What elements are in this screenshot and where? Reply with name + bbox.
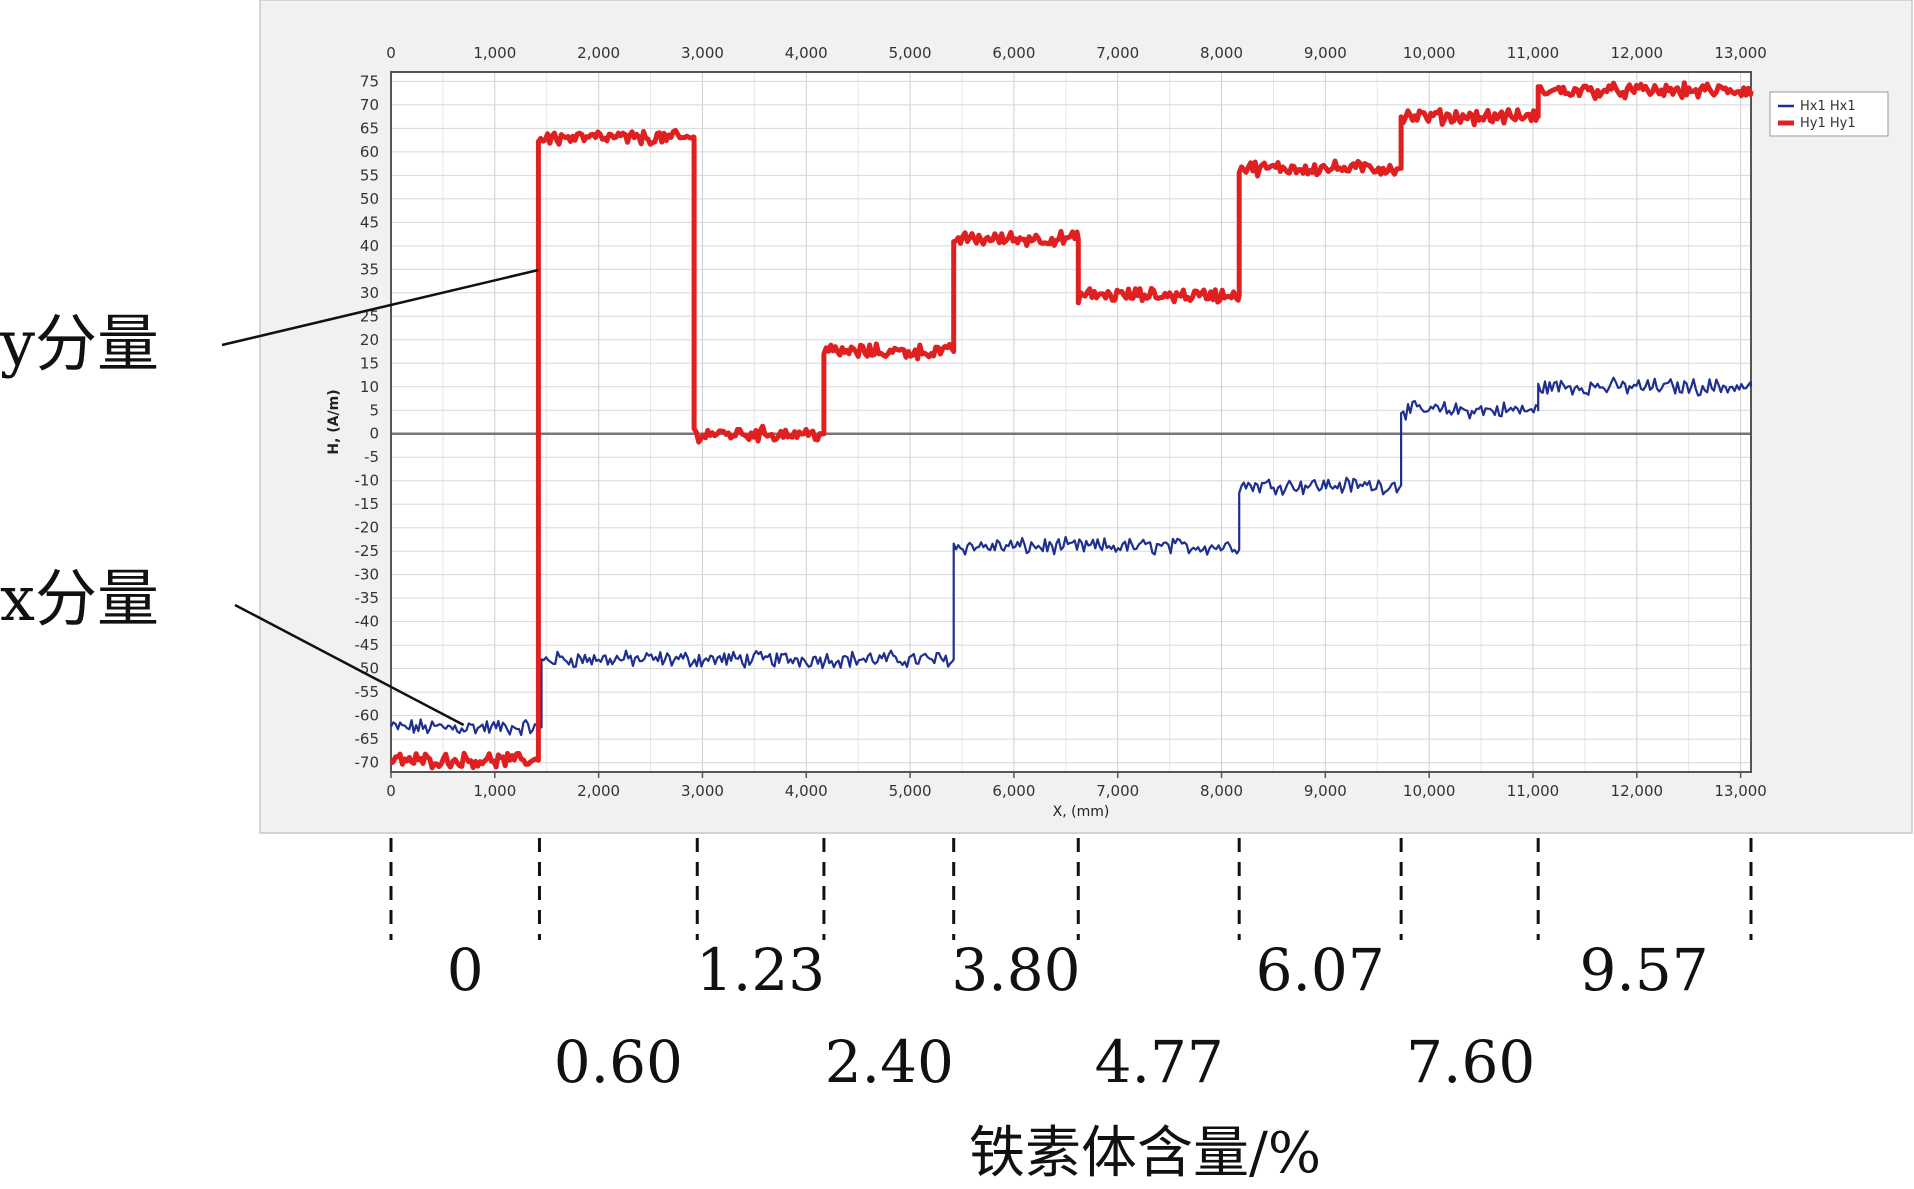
x-tick-label: 13,000 — [1714, 782, 1767, 800]
x-tick-label-top: 8,000 — [1200, 44, 1243, 62]
y-component-label: y分量 — [0, 307, 159, 380]
x-tick-label: 11,000 — [1507, 782, 1560, 800]
y-component-leader — [221, 268, 539, 347]
x-tick-label-top: 12,000 — [1611, 44, 1664, 62]
y-tick-label: -60 — [355, 707, 380, 725]
y-tick-label: -25 — [355, 542, 380, 560]
y-tick-label: -30 — [355, 566, 380, 584]
y-tick-label: -10 — [355, 472, 380, 490]
x-tick-label-top: 6,000 — [992, 44, 1035, 62]
y-tick-label: 65 — [360, 119, 379, 137]
ferrite-level-label: 3.80 — [951, 936, 1080, 1004]
x-tick-label-top: 13,000 — [1714, 44, 1767, 62]
y-tick-label: 10 — [360, 378, 379, 396]
ferrite-level-label: 9.57 — [1579, 936, 1708, 1004]
y-tick-label: -45 — [355, 636, 380, 654]
legend-label-hy1: Hy1 Hy1 — [1800, 116, 1856, 131]
y-tick-label: -5 — [364, 448, 379, 466]
legend-box — [1769, 91, 1889, 137]
y-tick-label: 35 — [360, 260, 379, 278]
ferrite-level-label: 7.60 — [1406, 1028, 1535, 1096]
x-tick-label: 0 — [386, 782, 396, 800]
x-tick-label-top: 9,000 — [1304, 44, 1347, 62]
x-tick-label: 3,000 — [681, 782, 724, 800]
x-tick-label-top: 4,000 — [785, 44, 828, 62]
legend-label-hx1: Hx1 Hx1 — [1800, 99, 1856, 114]
y-axis-title: H, (A/m) — [326, 389, 342, 454]
y-tick-label: -15 — [355, 495, 380, 513]
plot-border — [390, 71, 1752, 773]
y-tick-label: 20 — [360, 331, 379, 349]
x-tick-label: 9,000 — [1304, 782, 1347, 800]
x-tick-label: 12,000 — [1611, 782, 1664, 800]
y-tick-label: 50 — [360, 190, 379, 208]
x-tick-label-top: 7,000 — [1096, 44, 1139, 62]
ferrite-level-label: 0.60 — [554, 1028, 683, 1096]
x-tick-label-top: 11,000 — [1507, 44, 1560, 62]
y-tick-label: 75 — [360, 72, 379, 90]
ferrite-level-label: 6.07 — [1256, 936, 1385, 1004]
y-tick-label: -65 — [355, 730, 380, 748]
x-tick-label-top: 0 — [386, 44, 396, 62]
x-component-leader — [234, 603, 465, 727]
y-tick-label: 5 — [369, 401, 379, 419]
y-tick-label: 45 — [360, 213, 379, 231]
x-tick-label-top: 10,000 — [1403, 44, 1456, 62]
ferrite-level-label: 2.40 — [825, 1028, 954, 1096]
y-tick-label: 40 — [360, 237, 379, 255]
y-tick-label: 30 — [360, 284, 379, 302]
x-tick-label: 7,000 — [1096, 782, 1139, 800]
y-tick-label: -35 — [355, 589, 380, 607]
x-component-label: x分量 — [0, 562, 159, 635]
y-tick-label: 70 — [360, 96, 379, 114]
y-tick-label: -40 — [355, 613, 380, 631]
x-tick-label-top: 5,000 — [889, 44, 932, 62]
y-tick-label: 60 — [360, 143, 379, 161]
y-tick-label: -55 — [355, 683, 380, 701]
series-line-hy1 — [389, 80, 1754, 771]
x-tick-label-top: 2,000 — [577, 44, 620, 62]
x-tick-label: 1,000 — [473, 782, 516, 800]
x-tick-label: 10,000 — [1403, 782, 1456, 800]
series-line-hx1 — [390, 376, 1753, 737]
x-tick-label: 2,000 — [577, 782, 620, 800]
y-tick-label: -70 — [355, 754, 380, 772]
x-tick-label: 4,000 — [785, 782, 828, 800]
x-tick-label-top: 3,000 — [681, 44, 724, 62]
x-axis-title: X, (mm) — [1053, 804, 1110, 820]
ferrite-level-label: 0 — [447, 936, 484, 1004]
y-tick-label: -20 — [355, 519, 380, 537]
ferrite-level-label: 4.77 — [1095, 1028, 1224, 1096]
x-tick-label: 5,000 — [889, 782, 932, 800]
x-tick-label-top: 1,000 — [473, 44, 516, 62]
y-tick-label: 55 — [360, 166, 379, 184]
y-tick-label: 0 — [369, 425, 379, 443]
plot-area — [391, 72, 1751, 772]
x-tick-label: 6,000 — [992, 782, 1035, 800]
ferrite-level-label: 1.23 — [696, 936, 825, 1004]
y-tick-label: 15 — [360, 354, 379, 372]
ferrite-content-title: 铁素体含量/% — [969, 1121, 1321, 1186]
x-tick-label: 8,000 — [1200, 782, 1243, 800]
y-tick-label: -50 — [355, 660, 380, 678]
